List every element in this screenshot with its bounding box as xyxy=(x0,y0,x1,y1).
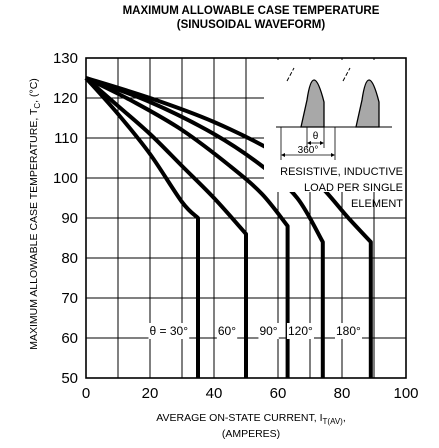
x-axis-label: AVERAGE ON-STATE CURRENT, IT(AV), xyxy=(156,412,346,426)
x-tick-labels: 0 20 40 60 80 100 xyxy=(82,385,419,402)
y-tick-label: 110 xyxy=(54,130,78,147)
period-label: 360° xyxy=(298,145,319,156)
series-label-background xyxy=(334,323,362,339)
series-curve-3 xyxy=(85,76,290,378)
x-axis-label-tail: , xyxy=(343,412,346,424)
theta-arrowheads xyxy=(307,141,324,145)
series-curves xyxy=(84,76,373,378)
waveform-dash-1 xyxy=(286,67,295,82)
y-tick-label: 100 xyxy=(53,170,78,187)
x-tick-label: 100 xyxy=(393,385,418,402)
theta-symbol-label: θ xyxy=(313,131,319,142)
y-axis-label-subscript: C xyxy=(33,103,42,109)
series-label-1: θ = 30° xyxy=(150,324,189,338)
series-label-background xyxy=(216,323,238,339)
inset-background xyxy=(264,60,406,192)
series-curve-4 xyxy=(85,76,325,378)
series-label-3: 90° xyxy=(259,324,277,338)
load-note-line-3: ELEMENT xyxy=(351,198,403,210)
y-tick-label: 60 xyxy=(61,330,78,347)
x-axis-label-subscript: T(AV) xyxy=(323,417,344,426)
x-axis-label-main: AVERAGE ON-STATE CURRENT, I xyxy=(156,412,322,424)
half-sine-pulse-2 xyxy=(355,79,380,128)
y-tick-label: 120 xyxy=(53,90,78,107)
x-tick-label: 20 xyxy=(142,385,159,402)
x-axis-label-line2: (AMPERES) xyxy=(222,428,280,440)
series-curve-1 xyxy=(84,76,200,378)
x-tick-label: 80 xyxy=(334,385,351,402)
y-tick-label: 130 xyxy=(53,50,78,67)
series-curve-2 xyxy=(84,76,248,378)
y-tick-labels: 50 60 70 80 90 100 110 120 130 xyxy=(53,50,78,387)
series-label-background xyxy=(258,323,279,339)
y-axis-label-main: MAXIMUM ALLOWABLE CASE TEMPERATURE, T xyxy=(28,108,40,350)
chart-subtitle: (SINUSOIDAL WAVEFORM) xyxy=(177,19,326,31)
series-label-5: 180° xyxy=(336,324,361,338)
x-tick-label: 40 xyxy=(206,385,223,402)
plot-frame xyxy=(85,57,407,379)
series-label-4: 120° xyxy=(288,324,313,338)
waveform-inset: θ 360° RESISTIVE, INDUCTIVE LOAD PER SIN… xyxy=(264,60,406,210)
y-tick-label: 50 xyxy=(61,370,78,387)
load-note-line-2: LOAD PER SINGLE xyxy=(304,182,403,194)
waveform-dash-2 xyxy=(342,67,351,82)
series-label-2: 60° xyxy=(218,324,236,338)
y-axis-label-unit: , (°C) xyxy=(28,78,40,103)
series-label-background xyxy=(286,323,314,339)
series-labels: θ = 30° 60° 90° 120° 180° xyxy=(148,323,362,339)
chart-title: MAXIMUM ALLOWABLE CASE TEMPERATURE xyxy=(123,5,380,17)
load-note-line-1: RESISTIVE, INDUCTIVE xyxy=(280,166,403,178)
x-tick-label: 60 xyxy=(270,385,287,402)
half-sine-pulse-1 xyxy=(300,79,325,128)
y-tick-label: 90 xyxy=(61,210,78,227)
y-axis-label: MAXIMUM ALLOWABLE CASE TEMPERATURE, TC, … xyxy=(28,78,42,350)
y-tick-label: 70 xyxy=(61,290,78,307)
series-label-background xyxy=(148,323,190,339)
y-tick-label: 80 xyxy=(61,250,78,267)
x-tick-label: 0 xyxy=(82,385,90,402)
